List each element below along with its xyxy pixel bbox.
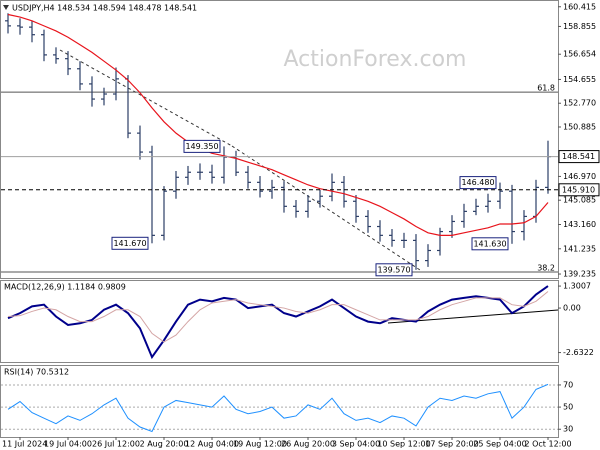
y-tick-label: 30 [563,425,573,434]
moving-average [7,13,549,236]
x-tick-label: 26 Jul 12:00 [92,440,140,449]
watermark: ActionForex.com [284,47,467,72]
x-tick-label: 11 Jul 2024 [2,440,47,449]
y-tick-label: 154.655 [563,75,596,84]
annotation-box [111,236,149,250]
y-tick-label: 0.00 [563,304,581,313]
fib-label: 38.2 [537,263,555,272]
y-tick-label: 156.654 [563,50,596,59]
price-level-box [558,150,600,164]
x-tick-label: 19 Jul 04:00 [44,440,92,449]
x-tick-label: 12 Aug 04:00 [185,440,239,449]
annotation-label: 141.630 [473,239,506,248]
y-tick-label: 143.160 [563,220,596,229]
x-tick-label: 3 Sep 04:00 [332,440,380,449]
y-tick-label: 139.235 [563,270,596,279]
y-tick-label: 145.085 [563,196,596,205]
annotation-label: 139.570 [377,265,410,274]
indicator-line [7,285,549,360]
symbol-title: USDJPY,H4 148.534 148.594 148.478 148.54… [12,4,197,13]
price-level-label: 145.910 [562,185,595,194]
y-tick-label: 146.970 [563,172,596,181]
y-tick-label: 70 [563,380,573,389]
y-tick-label: 150.885 [563,123,596,132]
y-tick-label: 50 [563,403,573,412]
x-tick-label: 2 Aug 20:00 [140,440,189,449]
y-tick-label: 158.855 [563,22,596,31]
fib-label: 61.8 [537,84,555,93]
trend-line [59,49,233,147]
rsi-panel [0,365,559,438]
y-tick-label: 1.3007 [563,282,591,291]
annotation-box [183,139,221,153]
annotation-label: 149.350 [185,142,218,151]
rsi-title: RSI(14) 70.5312 [4,368,69,377]
macd-panel [0,280,559,363]
x-tick-label: 2 Oct 12:00 [524,440,571,449]
macd-title: MACD(12,26,9) 1.1184 0.9809 [4,283,126,292]
x-tick-label: 19 Aug 12:00 [233,440,287,449]
y-tick-label: 152.770 [563,99,596,108]
y-tick-label: 141.235 [563,244,596,253]
annotation-label: 141.670 [113,239,146,248]
price-panel [0,0,559,279]
annotation-box [471,237,509,251]
price-level-box [558,183,600,197]
x-tick-label: 25 Sep 04:00 [473,440,526,449]
price-level-label: 148.541 [562,152,595,161]
y-tick-label: -2.6322 [563,348,594,357]
y-tick-label: 160.415 [563,2,596,11]
x-tick-label: 10 Sep 12:00 [377,440,430,449]
x-tick-label: 17 Sep 20:00 [425,440,478,449]
indicator-line [7,383,549,433]
annotation-box [459,176,497,190]
annotation-label: 146.480 [461,178,494,187]
annotation-box [375,263,413,277]
x-tick-label: 26 Aug 20:00 [281,440,335,449]
indicator-line [7,291,549,343]
symbol-icon [3,5,9,10]
